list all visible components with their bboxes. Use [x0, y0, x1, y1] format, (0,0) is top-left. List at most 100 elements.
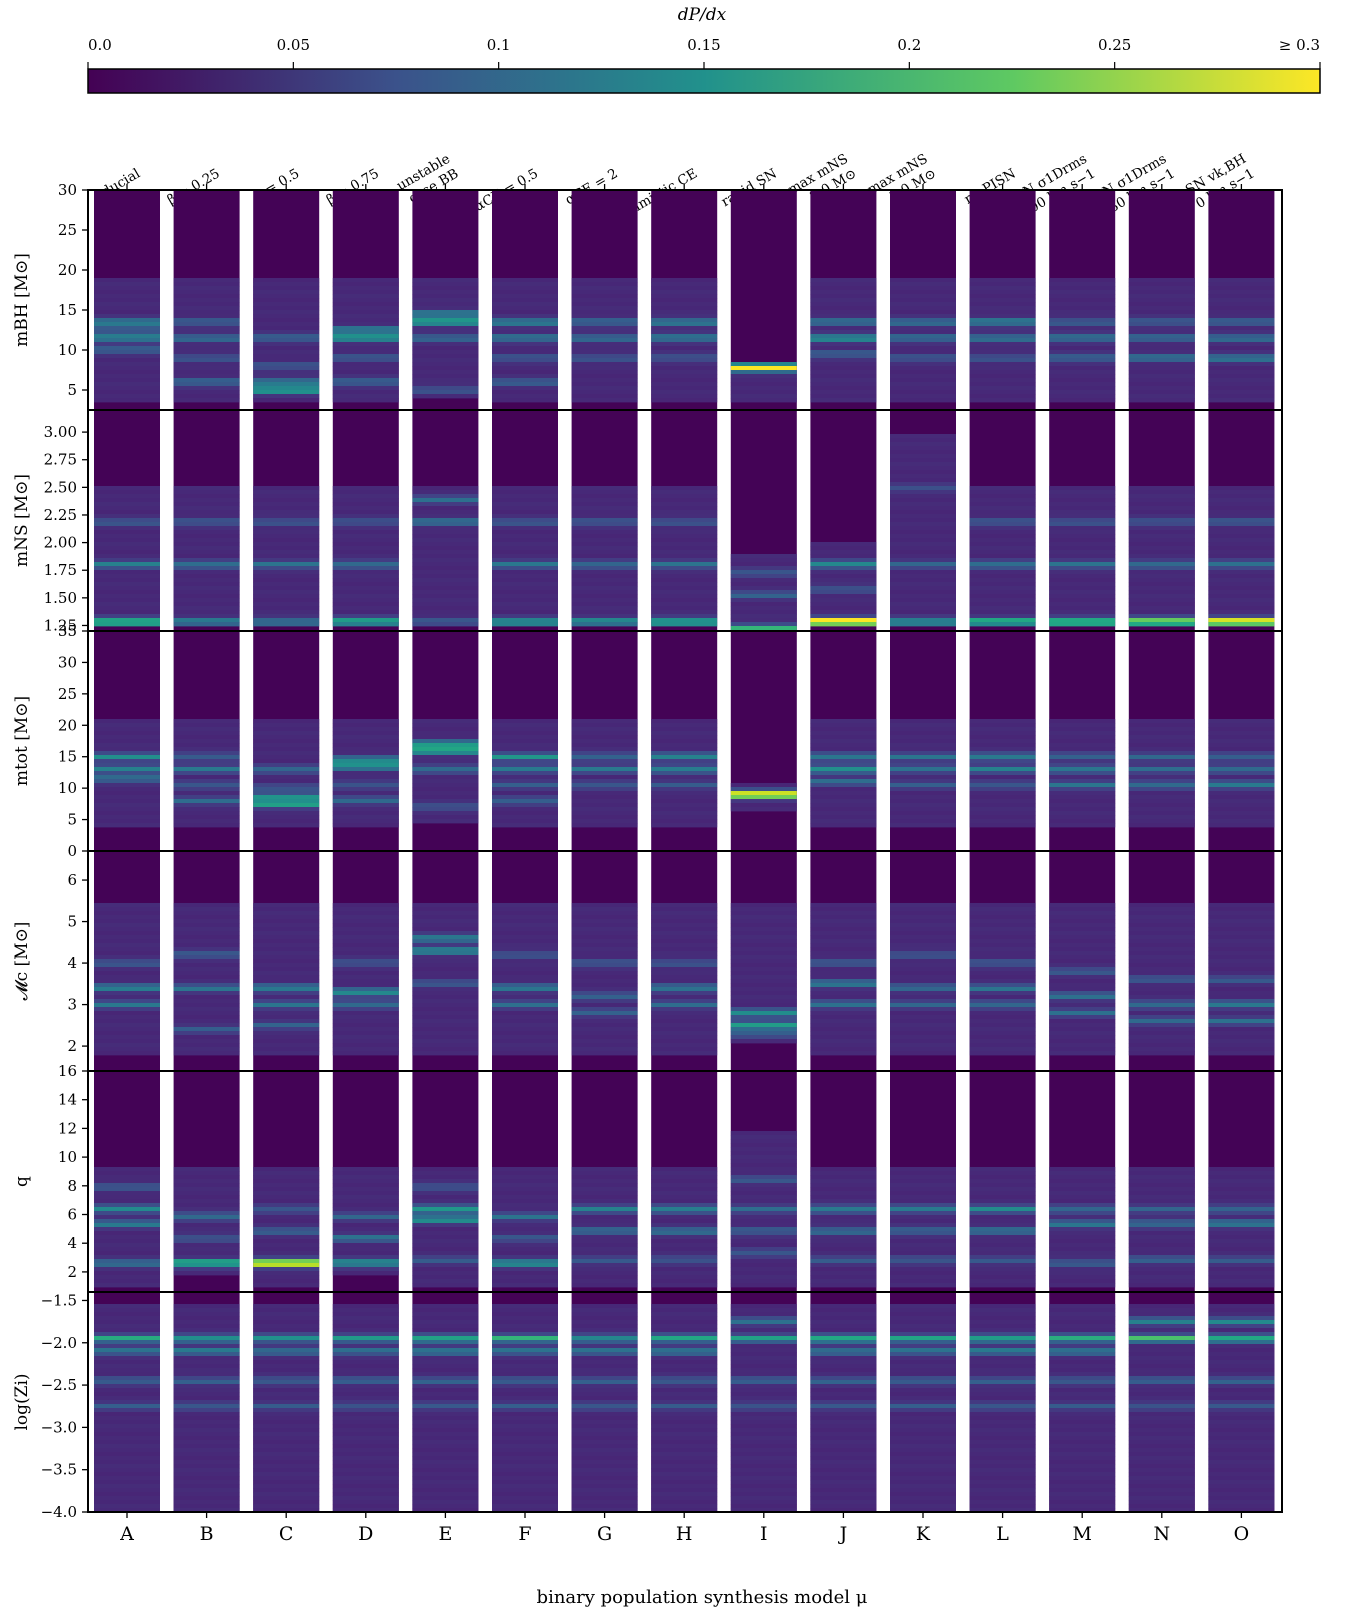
heatmap-cell	[969, 1364, 1036, 1369]
heatmap-cell	[810, 1428, 877, 1433]
heatmap-cell	[1208, 1243, 1275, 1248]
heatmap-column	[810, 851, 877, 1071]
heatmap-cell	[332, 1428, 399, 1433]
heatmap-cell	[651, 1388, 718, 1393]
heatmap-cell	[1208, 558, 1275, 563]
heatmap-cell	[412, 334, 479, 339]
heatmap-cell	[412, 1324, 479, 1329]
heatmap-cell	[1208, 358, 1275, 363]
heatmap-cell	[571, 763, 638, 768]
heatmap-cell	[810, 554, 877, 559]
heatmap-cell	[1128, 590, 1195, 595]
heatmap-cell	[253, 622, 320, 627]
heatmap-cell	[94, 382, 160, 387]
heatmap-cell	[253, 747, 320, 752]
heatmap-cell	[571, 1356, 638, 1361]
heatmap-cell	[969, 350, 1036, 355]
heatmap-cell	[890, 1460, 956, 1465]
heatmap-cell	[94, 510, 160, 515]
heatmap-cell	[651, 907, 718, 912]
heatmap-cell	[810, 955, 877, 960]
heatmap-cell	[1208, 975, 1275, 980]
heatmap-cell	[969, 935, 1036, 940]
heatmap-cell	[253, 1316, 320, 1321]
heatmap-cell	[1208, 995, 1275, 1000]
heatmap-cell	[1128, 1456, 1195, 1461]
heatmap-cell	[890, 923, 956, 928]
heatmap-cell	[571, 723, 638, 728]
y-tick-label: 6	[67, 1206, 77, 1224]
y-tick-label: 0	[67, 842, 77, 860]
heatmap-cell	[253, 1384, 320, 1389]
heatmap-cell	[890, 486, 956, 491]
heatmap-cell	[571, 799, 638, 804]
heatmap-cell	[571, 911, 638, 916]
heatmap-cell	[94, 290, 160, 295]
heatmap-cell	[571, 959, 638, 964]
heatmap-cell	[890, 1043, 956, 1048]
heatmap-cell	[651, 1223, 718, 1228]
heatmap-cell	[730, 1476, 797, 1481]
heatmap-cell	[332, 1235, 399, 1240]
y-tick-label: 8	[67, 1177, 77, 1195]
heatmap-cell	[492, 1372, 558, 1377]
heatmap-cell	[173, 1308, 240, 1313]
heatmap-cell	[94, 578, 160, 583]
heatmap-cell	[810, 991, 877, 996]
heatmap-cell	[1049, 903, 1116, 908]
heatmap-cell	[1049, 1031, 1116, 1036]
heatmap-cell	[969, 971, 1036, 976]
heatmap-cell	[571, 1440, 638, 1445]
heatmap-cell	[890, 931, 956, 936]
heatmap-cell	[94, 719, 160, 724]
heatmap-cell	[571, 811, 638, 816]
heatmap-cell	[332, 1468, 399, 1473]
heatmap-cell	[253, 767, 320, 772]
heatmap-cell	[1208, 1348, 1275, 1353]
heatmap-cell	[94, 286, 160, 291]
heatmap-cell	[94, 558, 160, 563]
heatmap-cell	[1208, 755, 1275, 760]
heatmap-cell	[1128, 1039, 1195, 1044]
heatmap-cell	[810, 919, 877, 924]
heatmap-cell	[651, 1259, 718, 1264]
heatmap-cell	[1128, 1344, 1195, 1349]
heatmap-cell	[969, 739, 1036, 744]
heatmap-cell	[1049, 382, 1116, 387]
heatmap-cell	[173, 306, 240, 311]
heatmap-cell	[492, 959, 558, 964]
heatmap-cell	[253, 1183, 320, 1188]
heatmap-cell	[412, 1500, 479, 1505]
heatmap-cell	[253, 570, 320, 575]
heatmap-cell	[412, 927, 479, 932]
heatmap-cell	[253, 322, 320, 327]
heatmap-column	[969, 1071, 1036, 1292]
heatmap-cell	[651, 771, 718, 776]
heatmap-cell	[332, 578, 399, 583]
heatmap-cell	[969, 1312, 1036, 1317]
heatmap-cell	[890, 562, 956, 567]
heatmap-cell	[651, 598, 718, 603]
heatmap-cell	[412, 1392, 479, 1397]
heatmap-cell	[810, 983, 877, 988]
heatmap-cell	[969, 1440, 1036, 1445]
heatmap-cell	[1128, 987, 1195, 992]
heatmap-cell	[1049, 823, 1116, 828]
heatmap-cell	[94, 498, 160, 503]
y-axis-label: mtot [M⊙]	[12, 696, 32, 786]
heatmap-cell	[1049, 787, 1116, 792]
heatmap-cell	[730, 807, 797, 812]
heatmap-cell	[571, 1011, 638, 1016]
heatmap-cell	[890, 1364, 956, 1369]
heatmap-cell	[571, 570, 638, 575]
heatmap-column	[810, 190, 877, 410]
heatmap-cell	[1049, 1452, 1116, 1457]
heatmap-cell	[412, 783, 479, 788]
heatmap-cell	[1128, 490, 1195, 495]
heatmap-cell	[1049, 1384, 1116, 1389]
heatmap-cell	[492, 1308, 558, 1313]
heatmap-cell	[730, 1179, 797, 1184]
heatmap-cell	[1049, 1312, 1116, 1317]
heatmap-cell	[94, 514, 160, 519]
heatmap-cell	[1128, 386, 1195, 391]
